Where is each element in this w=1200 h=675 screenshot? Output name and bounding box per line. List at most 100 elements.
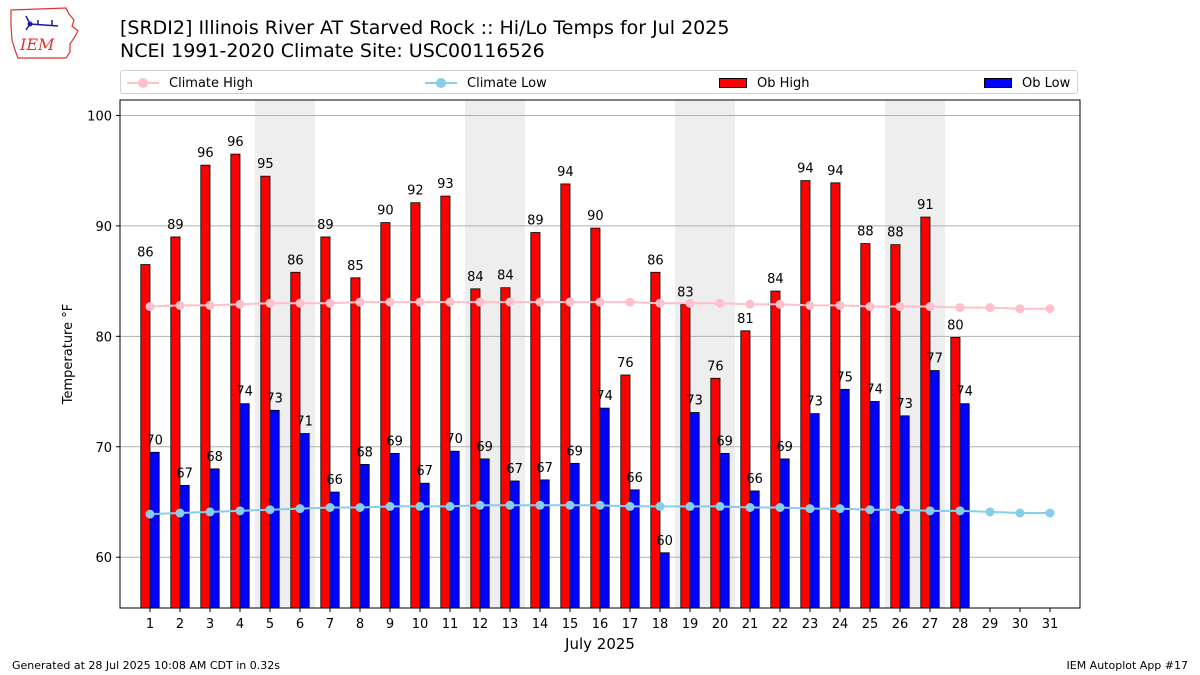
ob-low-bar	[209, 468, 220, 609]
ob-low-bar	[869, 401, 880, 609]
weekend-shade-2	[465, 100, 525, 608]
x-tick-label: 25	[862, 617, 879, 632]
climate-low-point	[895, 505, 905, 515]
ob-high-value-label: 86	[137, 246, 154, 261]
ob-low-bar	[449, 450, 460, 609]
climate-high-point	[295, 298, 305, 308]
climate-high-point	[655, 298, 665, 308]
ob-low-bar	[659, 552, 670, 609]
legend-label-climate-low: Climate Low	[467, 75, 547, 91]
ob-high-value-label: 94	[827, 164, 844, 179]
ob-high-value-label: 92	[407, 184, 424, 199]
legend-label-climate-high: Climate High	[169, 75, 254, 91]
ob-high-value-label: 93	[437, 177, 454, 192]
x-tick-label: 7	[326, 617, 334, 632]
ob-high-value-label: 96	[197, 146, 214, 161]
ob-high-value-label: 81	[737, 312, 754, 327]
app-credit: IEM Autoplot App #17	[1066, 659, 1189, 672]
climate-low-point	[835, 504, 845, 514]
climate-high-point	[715, 298, 725, 308]
climate-high-point	[955, 303, 965, 313]
ob-low-value-label: 69	[776, 440, 793, 455]
climate-low-point	[655, 501, 665, 511]
ob-low-value-label: 73	[266, 391, 283, 406]
weekend-shade-1	[255, 100, 315, 608]
ob-low-value-label: 74	[236, 385, 253, 400]
ob-low-value-label: 67	[506, 462, 523, 477]
weather-station-icon	[25, 15, 59, 31]
ob-high-bar	[860, 243, 871, 609]
climate-high-point	[445, 297, 455, 307]
climate-low-point	[745, 503, 755, 513]
x-tick-label: 10	[412, 617, 429, 632]
legend-swatch-ob-high	[719, 78, 747, 88]
climate-high-point	[595, 297, 605, 307]
legend-item-climate-high: Climate High	[127, 74, 253, 92]
x-tick-label: 28	[952, 617, 969, 632]
climate-high-point	[565, 297, 575, 307]
ob-high-value-label: 84	[467, 270, 484, 285]
legend-item-ob-high: Ob High	[719, 74, 810, 92]
ob-low-bar	[839, 388, 850, 609]
ob-high-value-label: 89	[317, 218, 334, 233]
ob-high-bar	[740, 330, 751, 609]
climate-low-point	[265, 505, 275, 515]
ob-low-bar	[269, 409, 280, 609]
ob-high-value-label: 89	[167, 218, 184, 233]
climate-low-point	[1045, 508, 1055, 518]
ob-low-value-label: 70	[446, 432, 463, 447]
plot-frame	[119, 99, 1081, 609]
ob-high-value-label: 76	[707, 359, 724, 374]
iem-logo: IEM	[10, 7, 79, 59]
ob-low-value-label: 67	[416, 464, 433, 479]
ob-low-value-label: 68	[206, 450, 223, 465]
climate-low-point	[355, 503, 365, 513]
climate-high-point	[415, 297, 425, 307]
ob-low-value-label: 73	[686, 394, 703, 409]
climate-high-point	[325, 298, 335, 308]
climate-low-point	[415, 501, 425, 511]
generated-timestamp: Generated at 28 Jul 2025 10:08 AM CDT in…	[12, 659, 280, 672]
ob-low-bar	[299, 433, 310, 609]
x-tick-label: 30	[1012, 617, 1029, 632]
x-tick-label: 18	[652, 617, 669, 632]
ob-low-bar	[689, 412, 700, 609]
ob-low-value-label: 70	[146, 433, 163, 448]
legend-item-ob-low: Ob Low	[984, 74, 1070, 92]
legend-swatch-climate-high	[127, 78, 159, 88]
climate-high-point	[505, 297, 515, 307]
ob-high-bar	[950, 337, 961, 609]
x-tick-label: 24	[832, 617, 849, 632]
y-axis-label: Temperature °F	[61, 304, 76, 405]
ob-high-bar	[260, 175, 271, 609]
y-tick-label: 90	[95, 220, 112, 235]
ob-high-bar	[650, 271, 661, 609]
climate-low-point	[1015, 508, 1025, 518]
climate-high-point	[1015, 304, 1025, 314]
ob-low-bar	[419, 482, 430, 609]
ob-low-bar	[179, 485, 190, 609]
ob-low-bar	[359, 464, 370, 609]
ob-low-bar	[479, 458, 490, 609]
ob-high-value-label: 90	[377, 204, 394, 219]
ob-high-bar	[590, 227, 601, 609]
ob-high-bar	[140, 264, 151, 609]
ob-high-value-label: 90	[587, 209, 604, 224]
climate-high-point	[745, 299, 755, 309]
ob-high-value-label: 85	[347, 259, 364, 274]
ob-low-bar	[149, 451, 160, 609]
climate-high-point	[145, 302, 155, 312]
climate-low-point	[685, 501, 695, 511]
climate-low-point	[715, 501, 725, 511]
x-tick-label: 12	[472, 617, 489, 632]
climate-high-point	[895, 302, 905, 312]
ob-low-value-label: 73	[896, 397, 913, 412]
ob-high-bar	[410, 202, 421, 609]
ob-low-value-label: 74	[956, 385, 973, 400]
logo-text: IEM	[19, 35, 55, 54]
ob-low-bar	[899, 415, 910, 609]
ob-low-value-label: 77	[926, 352, 943, 367]
x-tick-label: 23	[802, 617, 819, 632]
climate-high-line	[149, 301, 1050, 310]
ob-high-value-label: 86	[647, 253, 664, 268]
